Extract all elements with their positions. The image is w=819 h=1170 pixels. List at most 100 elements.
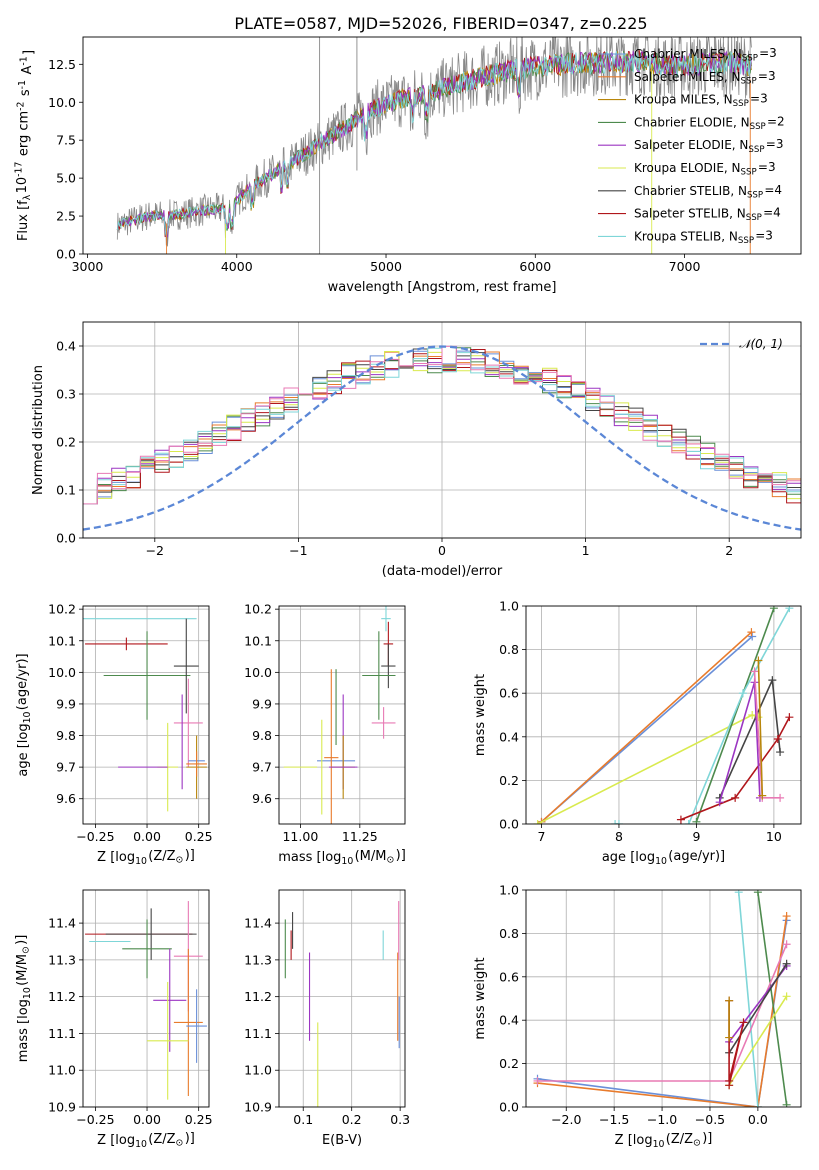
- weight-marker: [533, 820, 542, 824]
- y-tick-label: 0.0: [499, 817, 519, 832]
- plot-area-residuals: [83, 322, 801, 538]
- weight-marker: [676, 815, 685, 824]
- y-tick-label: 11.3: [244, 952, 272, 967]
- panel-mass_vs_EBV: 0.1 0.2 0.3 10.9 11.0 11.1 11.2 11.3 11.4 E(B-V): [244, 889, 410, 1148]
- panel-weight_vs_age: 7 8 9 10 0.0 0.2 0.4 0.6 0.8 1.0 age [log10 (age/y…: [473, 599, 802, 867]
- legend-label: Chabrier STELIB, NSSP =4: [634, 183, 782, 201]
- weight-line: [737, 892, 759, 1107]
- x-axis-label: wavelength [Angstrom, rest frame]: [328, 280, 557, 295]
- weight-marker: [748, 632, 757, 641]
- x-tick-label: −1.5: [599, 1112, 629, 1127]
- legend-label: Salpeter STELIB, NSSP =4: [634, 206, 781, 224]
- y-tick-label: 9.7: [252, 760, 272, 775]
- y-tick-label: 0.8: [499, 642, 519, 657]
- weight-marker: [533, 1076, 542, 1085]
- x-tick-label: 7: [538, 829, 546, 844]
- weight-line: [757, 660, 764, 796]
- x-tick-label: 9: [692, 829, 700, 844]
- y-tick-label: 0.4: [499, 1013, 519, 1028]
- normal-curve: [83, 345, 801, 531]
- plot-area-weight_vs_Z: [526, 890, 801, 1107]
- weight-marker: [734, 890, 743, 897]
- y-tick-label: 0.0: [56, 531, 76, 546]
- panel-residuals: −2 −1 0 1 2 0.0 0.1 0.2 0.3 0.4 (data-model)/error…: [31, 321, 802, 579]
- x-axis-label: E(B-V): [322, 1133, 362, 1148]
- weight-marker: [758, 791, 767, 800]
- x-tick-label: 0.00: [133, 1112, 161, 1127]
- x-axis-label: (data-model)/error: [382, 564, 503, 579]
- y-tick-label: 0.2: [499, 1056, 519, 1071]
- x-tick-label: 4000: [221, 259, 253, 274]
- y-tick-label: 0.8: [499, 926, 519, 941]
- x-tick-label: 1: [582, 543, 590, 558]
- legend-label: Chabrier ELODIE, NSSP =2: [634, 114, 785, 132]
- weight-marker: [611, 820, 620, 824]
- panel-weight_vs_Z: −2.0 −1.5 −1.0 −0.5 0.0 0.0 0.2 0.4 0.6 0.8 1.0 Z […: [473, 883, 802, 1150]
- y-tick-label: 0.6: [499, 686, 519, 701]
- y-tick-label: 10.9: [244, 1100, 272, 1115]
- plot-area-weight_vs_age: [526, 606, 801, 824]
- y-tick-label: 9.8: [252, 728, 272, 743]
- x-tick-label: 0.3: [390, 1112, 410, 1127]
- y-tick-label: 11.1: [244, 1026, 272, 1041]
- weight-marker: [782, 912, 791, 921]
- panel-age_vs_mass: 11.00 11.25 9.6 9.7 9.8 9.9 10.0 10.1 10.2 mass […: [244, 602, 406, 867]
- y-tick-label: 11.3: [48, 952, 76, 967]
- panel-age_vs_Z: −0.25 0.00 0.25 9.6 9.7 9.8 9.9 10.0 10.1 10.2 Z […: [15, 602, 213, 867]
- legend-label: Salpeter ELODIE, NSSP =3: [634, 137, 783, 155]
- y-tick-label: 9.6: [252, 791, 272, 806]
- weight-marker: [753, 890, 762, 897]
- weight-marker: [754, 656, 763, 665]
- x-tick-label: −1.0: [647, 1112, 677, 1127]
- y-tick-label: 12.5: [48, 57, 76, 72]
- plot-area-age_vs_mass: [279, 606, 405, 824]
- y-axis-label: mass [log10 (M/M⊙ )]: [14, 935, 33, 1063]
- weight-marker: [725, 1033, 734, 1042]
- weight-marker: [753, 1103, 762, 1107]
- x-tick-label: 0.25: [185, 1112, 213, 1127]
- axes-frame: [82, 889, 210, 1108]
- weight-marker: [725, 1081, 734, 1090]
- weight-marker: [776, 793, 785, 802]
- x-tick-label: 0.1: [293, 1112, 313, 1127]
- y-tick-label: 0.3: [56, 387, 76, 402]
- panels: 3000 4000 5000 6000 70000.02.55.07.510.012.5…: [14, 36, 802, 1150]
- x-axis-label: Z [log10 (Z/Z⊙ )]: [615, 1131, 713, 1150]
- panel-spectrum: 3000 4000 5000 6000 7000 0.0 2.5 5.0 7.5 10.0 12.5…: [14, 36, 802, 295]
- axes-frame: [82, 321, 802, 539]
- y-tick-label: 10.0: [48, 95, 76, 110]
- weight-marker: [782, 992, 791, 1001]
- x-axis-label: Z [log10 (Z/Z⊙ )]: [97, 1131, 195, 1150]
- weight-marker: [782, 1100, 791, 1107]
- y-tick-label: 0.6: [499, 969, 519, 984]
- x-tick-label: −0.5: [695, 1112, 725, 1127]
- x-tick-label: 3000: [72, 259, 104, 274]
- weight-line: [757, 892, 788, 1105]
- y-tick-label: 5.0: [56, 171, 76, 186]
- weight-marker: [750, 667, 759, 676]
- x-tick-label: −2.0: [551, 1112, 581, 1127]
- y-tick-label: 11.1: [48, 1026, 76, 1041]
- weight-marker: [773, 734, 782, 743]
- weight-marker: [782, 940, 791, 949]
- y-tick-label: 0.1: [56, 483, 76, 498]
- y-tick-label: 11.4: [244, 916, 272, 931]
- weight-marker: [769, 606, 778, 613]
- weight-marker: [731, 793, 740, 802]
- y-tick-label: 11.4: [48, 916, 76, 931]
- data-spectrum-line: [116, 37, 752, 247]
- axes-frame: [525, 889, 802, 1108]
- histogram-series: [83, 345, 801, 505]
- weight-marker: [748, 711, 757, 719]
- y-tick-label: 10.9: [48, 1100, 76, 1115]
- x-tick-label: 11.25: [342, 829, 378, 844]
- x-tick-label: 0.25: [185, 829, 213, 844]
- legend-label: Kroupa STELIB, NSSP =3: [634, 228, 773, 246]
- y-tick-label: 9.8: [56, 728, 76, 743]
- weight-marker: [747, 628, 756, 637]
- spectrum-legend: Chabrier MILES, NSSP =3 Salpeter MILES, N…: [598, 46, 785, 246]
- weight-marker: [684, 820, 693, 824]
- y-axis-label: age [log10 (age/yr)]: [15, 653, 33, 776]
- y-tick-label: 10.0: [48, 665, 76, 680]
- legend-label: 𝒩(0, 1): [739, 337, 783, 351]
